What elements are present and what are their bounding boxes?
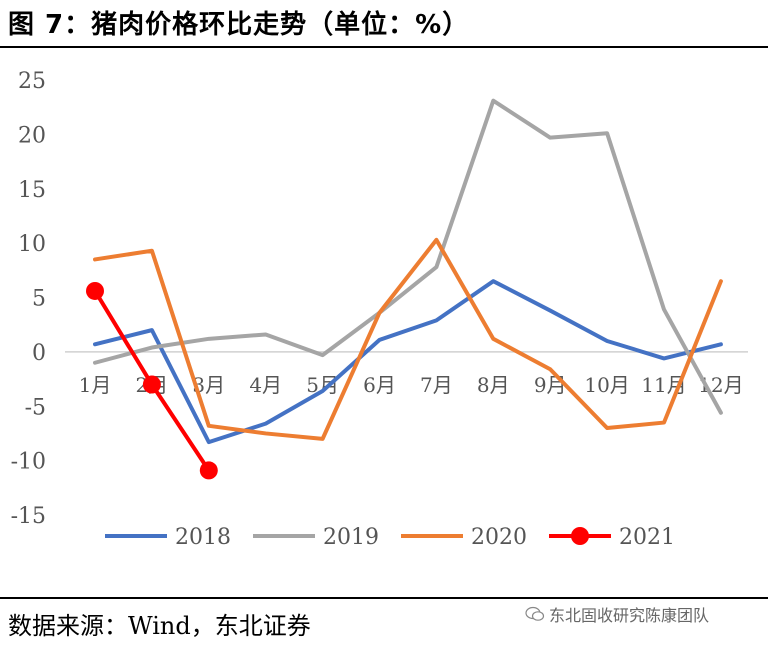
legend-marker-2021 bbox=[571, 527, 589, 545]
y-tick-label: 5 bbox=[32, 287, 46, 312]
series-line-2019 bbox=[93, 98, 723, 415]
y-tick-label: 15 bbox=[18, 178, 46, 203]
y-tick-label: 0 bbox=[32, 341, 46, 366]
x-tick-label: 9月 bbox=[534, 373, 567, 397]
bottom-rule bbox=[0, 597, 768, 599]
series-line-2018 bbox=[93, 279, 723, 445]
y-tick-label: 10 bbox=[18, 232, 46, 257]
chart-legend: 2018 2019 2020 2021 bbox=[105, 525, 675, 550]
data-point-2021 bbox=[86, 281, 104, 300]
data-source: 数据来源：Wind，东北证券 bbox=[8, 612, 311, 640]
series-lines bbox=[86, 98, 723, 480]
x-tick-label: 7月 bbox=[420, 373, 453, 397]
top-rule bbox=[0, 46, 768, 48]
y-tick-label: -5 bbox=[25, 395, 46, 420]
watermark: 东北固收研究陈康团队 bbox=[525, 602, 709, 626]
x-tick-label: 10月 bbox=[584, 373, 629, 397]
wechat-icon bbox=[525, 606, 545, 621]
data-point-2021 bbox=[199, 461, 218, 480]
legend-label-2019: 2019 bbox=[323, 525, 379, 550]
legend-label-2020: 2020 bbox=[471, 525, 527, 550]
y-tick-label: 25 bbox=[18, 69, 46, 94]
x-tick-label: 8月 bbox=[477, 373, 510, 397]
y-tick-label: -10 bbox=[11, 450, 46, 475]
data-point-2021 bbox=[142, 375, 161, 394]
y-axis-ticks: 25 20 15 10 5 0 -5 -10 -15 bbox=[11, 69, 46, 529]
figure-title: 图 7：猪肉价格环比走势（单位：%） bbox=[8, 10, 470, 40]
y-tick-label: -15 bbox=[11, 504, 46, 529]
legend-label-2018: 2018 bbox=[175, 525, 231, 550]
legend-label-2021: 2021 bbox=[619, 525, 675, 550]
x-tick-label: 4月 bbox=[249, 373, 282, 397]
series-line-2020 bbox=[93, 237, 723, 441]
y-tick-label: 20 bbox=[18, 123, 46, 148]
x-tick-label: 6月 bbox=[363, 373, 396, 397]
x-tick-label: 1月 bbox=[79, 373, 112, 397]
watermark-text: 东北固收研究陈康团队 bbox=[549, 606, 710, 625]
